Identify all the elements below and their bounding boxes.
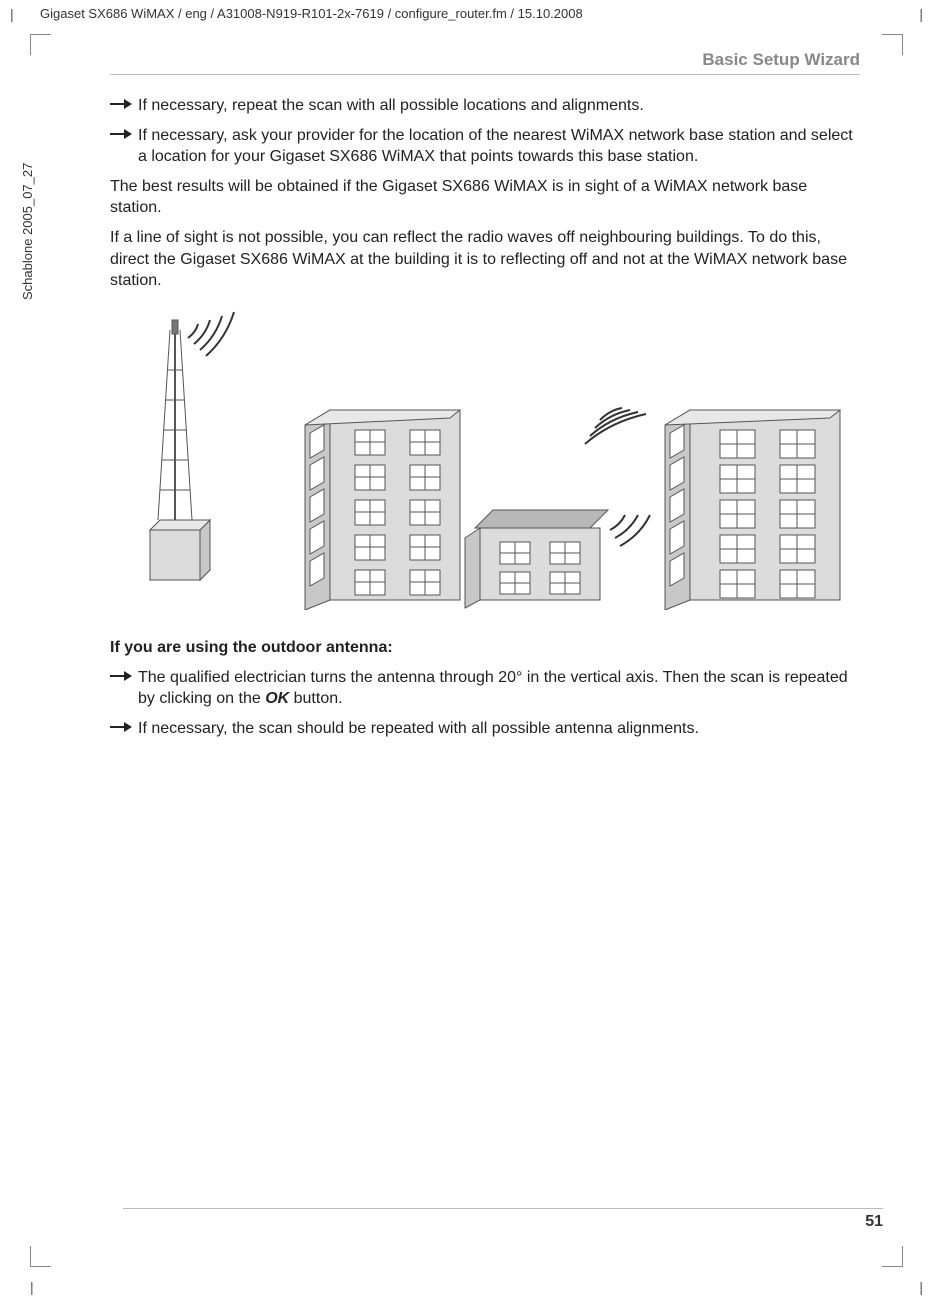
paragraph: The best results will be obtained if the… (110, 176, 860, 219)
ok-label: OK (265, 690, 289, 707)
arrow-icon (110, 125, 138, 141)
crop-mark-tl: | (10, 6, 14, 22)
bullet-text: The qualified electrician turns the ante… (138, 667, 860, 710)
arrow-icon (110, 95, 138, 111)
bullet-item: The qualified electrician turns the ante… (110, 667, 860, 710)
page-number: 51 (123, 1208, 883, 1231)
crop-mark-bl: | (30, 1279, 34, 1295)
crop-mark-br: | (919, 1279, 923, 1295)
bullet-item: If necessary, the scan should be repeate… (110, 718, 860, 740)
corner-mark (882, 34, 903, 55)
bullet-text: If necessary, ask your provider for the … (138, 125, 860, 168)
signal-reflection-diagram (110, 310, 860, 615)
section-title: Basic Setup Wizard (110, 50, 860, 75)
header-path: Gigaset SX686 WiMAX / eng / A31008-N919-… (40, 6, 583, 21)
corner-mark (30, 1246, 51, 1267)
bullet-text: If necessary, repeat the scan with all p… (138, 95, 860, 117)
subheading: If you are using the outdoor antenna: (110, 639, 860, 657)
paragraph: If a line of sight is not possible, you … (110, 227, 860, 292)
arrow-icon (110, 667, 138, 683)
crop-mark-tr: | (919, 6, 923, 22)
corner-mark (882, 1246, 903, 1267)
template-label: Schablone 2005_07_27 (20, 163, 35, 300)
text-fragment: button. (289, 690, 342, 707)
bullet-item: If necessary, ask your provider for the … (110, 125, 860, 168)
arrow-icon (110, 718, 138, 734)
corner-mark (30, 34, 51, 55)
text-fragment: The qualified electrician turns the ante… (138, 669, 848, 708)
bullet-item: If necessary, repeat the scan with all p… (110, 95, 860, 117)
bullet-text: If necessary, the scan should be repeate… (138, 718, 860, 740)
page-content: Basic Setup Wizard If necessary, repeat … (110, 50, 860, 748)
